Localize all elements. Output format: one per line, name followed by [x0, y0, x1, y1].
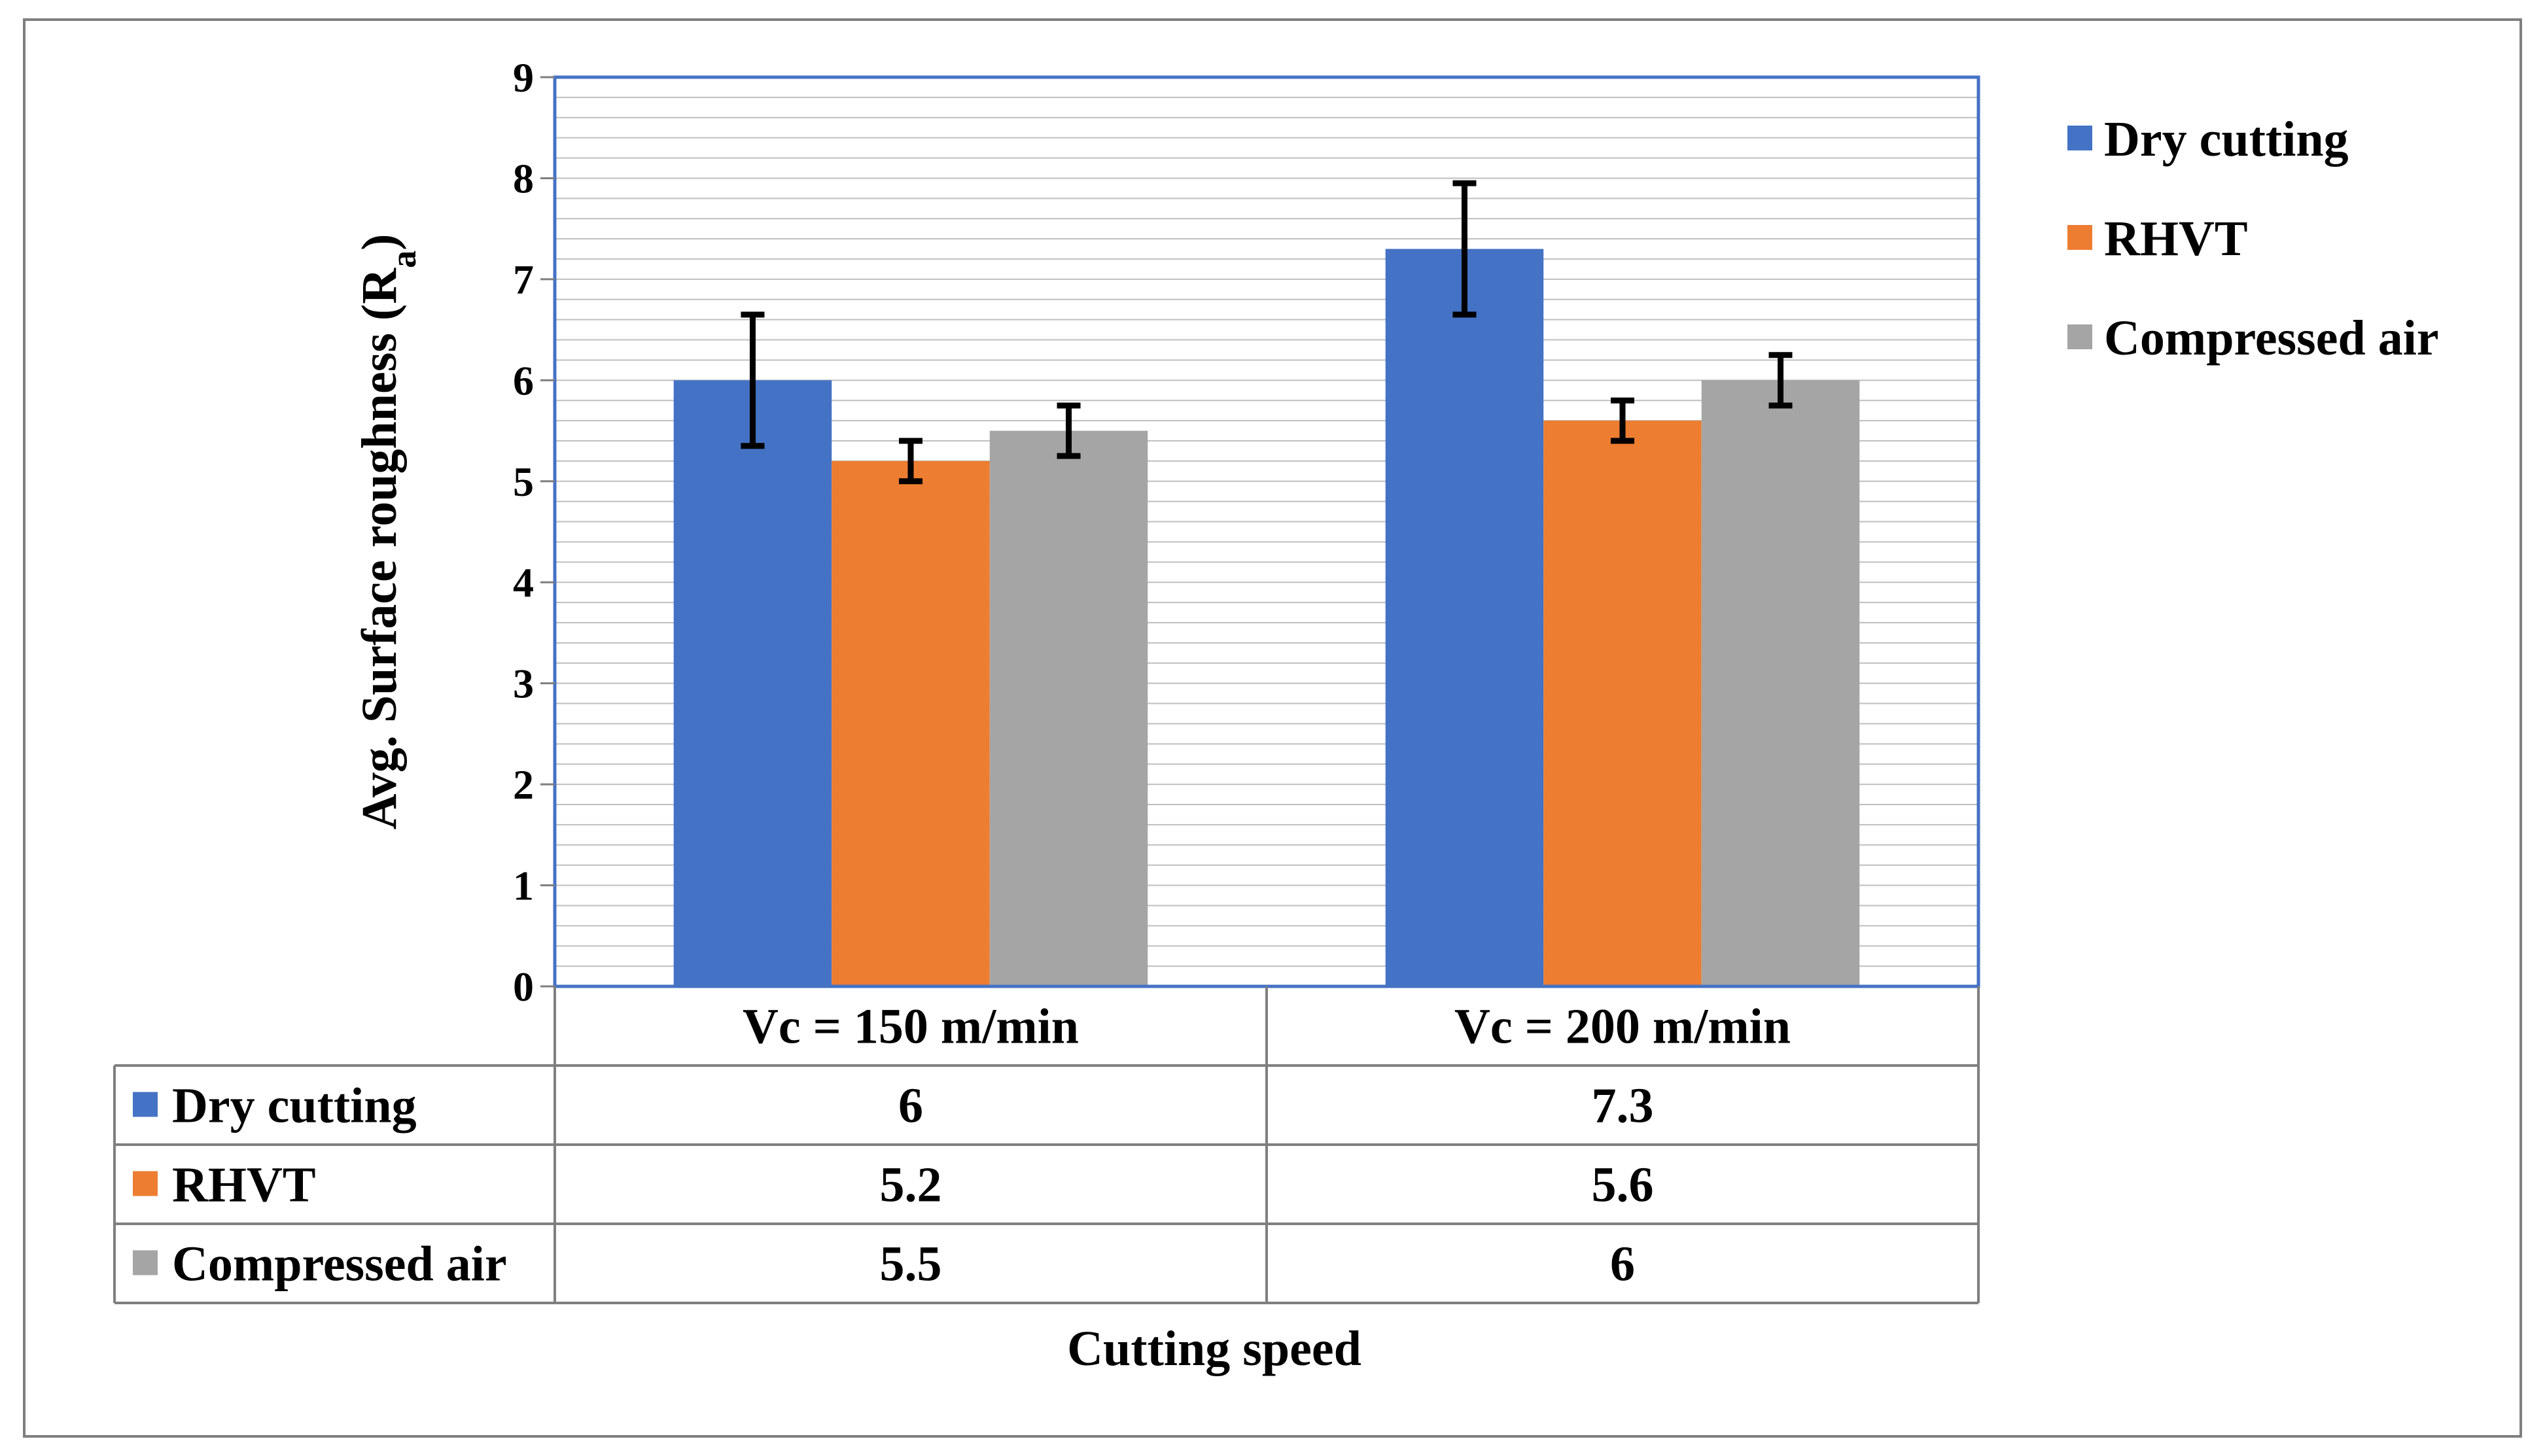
- table-legend-key-rhvt: [133, 1171, 158, 1196]
- y-tick-label: 3: [513, 661, 534, 707]
- bar-rhvt-2: [1543, 421, 1702, 986]
- bars: [673, 249, 1860, 986]
- error-bar-dry-cutting-2: [1452, 180, 1477, 318]
- y-tick-label: 2: [513, 761, 534, 808]
- bar-dry-cutting-1: [673, 380, 832, 986]
- y-axis-title-main: Avg. Surface roughness (R: [352, 268, 407, 830]
- y-axis-title-close: ): [352, 234, 407, 251]
- error-bar-rhvt-2: [1611, 397, 1634, 444]
- chart-frame: [23, 18, 2522, 1438]
- data-label: 5.2: [880, 1158, 942, 1213]
- legend: Dry cutting RHVT Compressed air: [2067, 112, 2439, 366]
- bar-rhvt-1: [832, 460, 990, 986]
- y-tick-label: 9: [513, 54, 534, 101]
- x-category-label: Vc = 200 m/min: [1454, 999, 1791, 1054]
- table-series-label: RHVT: [172, 1158, 316, 1213]
- x-category-label: Vc = 150 m/min: [743, 999, 1079, 1054]
- y-tick-label: 7: [513, 256, 534, 303]
- error-bars: [741, 180, 1793, 485]
- data-label: 6: [1610, 1237, 1635, 1292]
- legend-key-dry-cutting: [2067, 126, 2092, 150]
- data-table: Vc = 150 m/min Vc = 200 m/min Dry cutting 6…: [113, 986, 1980, 1304]
- y-axis-title: Avg. Surface roughness (Ra): [352, 234, 423, 830]
- table-series-label: Compressed air: [172, 1237, 507, 1292]
- error-bar-dry-cutting-1: [741, 311, 765, 449]
- y-tick-label: 1: [513, 863, 534, 909]
- error-bar-compressed-air-1: [1057, 402, 1081, 459]
- y-axis-title-subscript: a: [384, 251, 423, 268]
- y-tick-label: 5: [513, 459, 534, 505]
- legend-label-compressed-air: Compressed air: [2104, 311, 2439, 366]
- legend-key-compressed-air: [2067, 324, 2092, 349]
- bar-compressed-air-1: [989, 430, 1148, 986]
- y-tick-label: 6: [513, 357, 534, 404]
- legend-key-rhvt: [2067, 225, 2092, 250]
- y-tick-label: 8: [513, 155, 534, 201]
- error-bar-compressed-air-2: [1768, 352, 1793, 409]
- bar-compressed-air-2: [1701, 380, 1860, 986]
- y-axis-ticks: 0 1 2 3 4 5 6 7 8 9: [513, 54, 555, 1010]
- table-legend-key-compressed-air: [133, 1250, 158, 1275]
- y-tick-label: 4: [513, 559, 534, 606]
- error-bar-rhvt-1: [899, 438, 922, 485]
- legend-label-dry-cutting: Dry cutting: [2104, 112, 2349, 167]
- table-legend-key-dry-cutting: [133, 1092, 158, 1117]
- x-axis-title: Cutting speed: [1067, 1321, 1361, 1376]
- data-label: 6: [898, 1079, 923, 1134]
- data-label: 7.3: [1592, 1079, 1654, 1134]
- data-label: 5.6: [1592, 1158, 1654, 1213]
- legend-label-rhvt: RHVT: [2104, 211, 2248, 266]
- data-label: 5.5: [880, 1237, 942, 1292]
- bar-dry-cutting-2: [1385, 249, 1544, 986]
- table-series-label: Dry cutting: [172, 1079, 417, 1134]
- y-tick-label: 0: [513, 963, 534, 1010]
